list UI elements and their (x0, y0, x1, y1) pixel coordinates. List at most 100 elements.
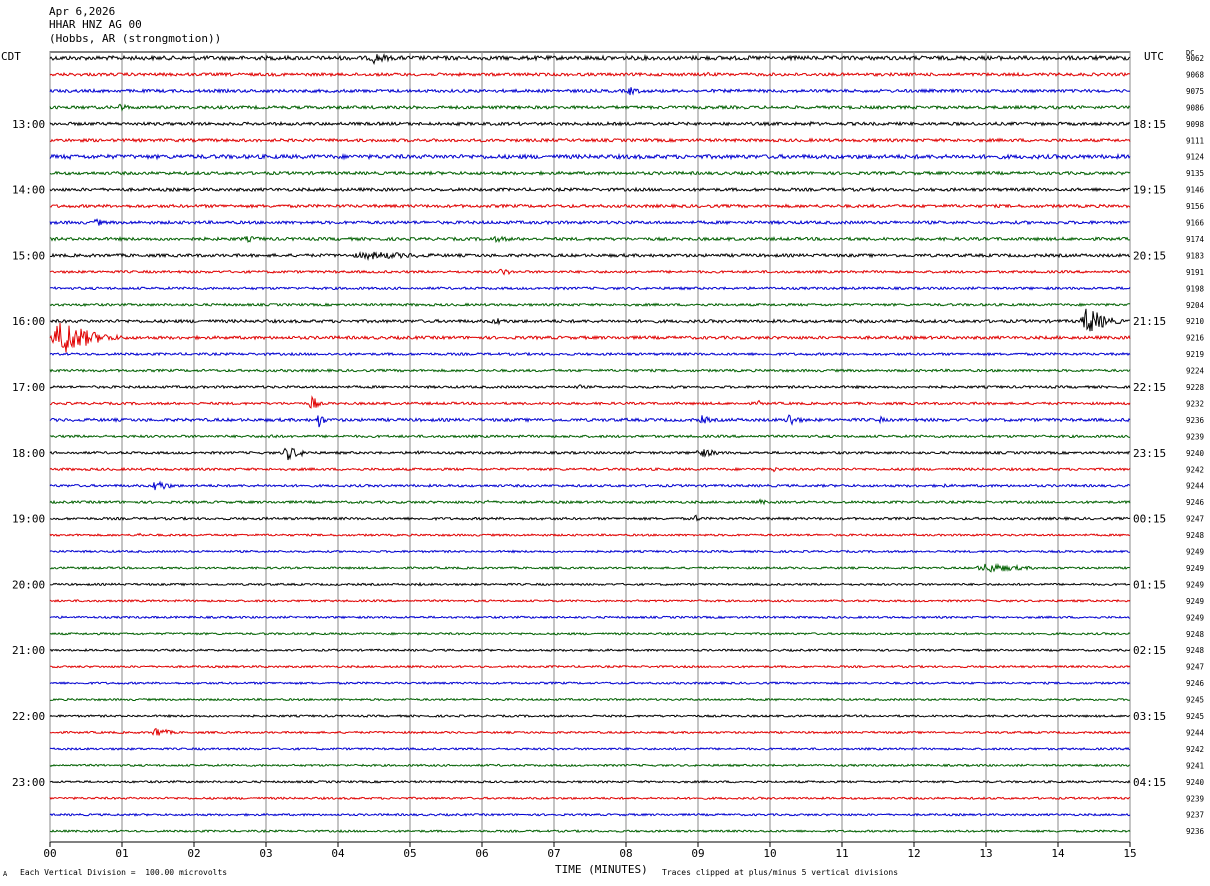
seismic-trace (49, 250, 1131, 262)
x-tick-label: 14 (1051, 847, 1065, 860)
dc-offset-value: 9232 (1186, 399, 1204, 408)
seismic-trace (49, 763, 1131, 768)
utc-hour-label: 19:15 (1133, 184, 1166, 197)
seismic-trace (49, 52, 1131, 65)
x-tick-label: 06 (475, 847, 488, 860)
dc-offset-value: 9248 (1186, 531, 1205, 540)
seismic-trace (49, 498, 1131, 506)
dc-offset-value: 9111 (1186, 136, 1204, 145)
dc-offset-value: 9124 (1186, 153, 1205, 162)
utc-hour-label: 23:15 (1133, 447, 1166, 460)
seismic-trace (49, 302, 1131, 308)
utc-hour-label: 21:15 (1133, 315, 1166, 328)
seismic-trace (49, 152, 1131, 161)
dc-offset-value: 9224 (1186, 367, 1205, 376)
seismic-trace (49, 598, 1131, 603)
seismic-trace (49, 87, 1131, 96)
dc-offset-value: 9062 (1186, 54, 1204, 63)
utc-hour-label: 18:15 (1133, 118, 1166, 131)
seismic-trace (49, 203, 1131, 210)
cdt-hour-label: 18:00 (12, 447, 45, 460)
dc-offset-value: 9191 (1186, 268, 1204, 277)
seismic-trace (49, 648, 1131, 653)
dc-offset-value: 9244 (1186, 482, 1205, 491)
seismic-trace (49, 713, 1131, 719)
dc-offset-value: 9156 (1186, 202, 1205, 211)
x-tick-label: 03 (259, 847, 272, 860)
seismic-trace (49, 829, 1131, 834)
dc-offset-value: 9075 (1186, 87, 1204, 96)
dc-offset-value: 9246 (1186, 679, 1205, 688)
dc-offset-value: 9248 (1186, 630, 1205, 639)
x-tick-label: 07 (547, 847, 560, 860)
dc-offset-value: 9249 (1186, 564, 1204, 573)
dc-offset-value: 9239 (1186, 432, 1204, 441)
seismic-trace (49, 681, 1131, 686)
x-tick-label: 02 (187, 847, 200, 860)
seismic-trace (49, 434, 1131, 439)
utc-hour-label: 22:15 (1133, 381, 1166, 394)
seismic-trace (49, 368, 1131, 373)
seismic-trace (49, 563, 1130, 573)
cdt-hour-label: 22:00 (12, 710, 45, 723)
x-tick-label: 11 (835, 847, 848, 860)
dc-offset-value: 9239 (1186, 794, 1204, 803)
dc-offset-value: 9244 (1186, 728, 1205, 737)
dc-offset-value: 9242 (1186, 465, 1204, 474)
dc-offset-value: 9240 (1186, 778, 1205, 787)
cdt-hour-label: 17:00 (12, 381, 45, 394)
dc-offset-value: 9146 (1186, 186, 1205, 195)
utc-hour-label: 04:15 (1133, 776, 1166, 789)
x-tick-label: 15 (1123, 847, 1136, 860)
dc-offset-value: 9228 (1186, 383, 1205, 392)
cdt-hour-label: 23:00 (12, 776, 45, 789)
seismic-trace (49, 235, 1131, 244)
x-tick-label: 01 (115, 847, 128, 860)
dc-offset-value: 9237 (1186, 811, 1204, 820)
dc-offset-value: 9249 (1186, 613, 1204, 622)
dc-offset-value: 9242 (1186, 745, 1204, 754)
dc-offset-value: 9166 (1186, 219, 1205, 228)
utc-hour-label: 03:15 (1133, 710, 1166, 723)
dc-offset-value: 9236 (1186, 416, 1205, 425)
cdt-hour-label: 16:00 (12, 315, 45, 328)
dc-offset-value: 9248 (1186, 646, 1205, 655)
seismic-trace (49, 170, 1131, 177)
dc-offset-value: 9174 (1186, 235, 1205, 244)
seismic-trace (49, 514, 1131, 522)
dc-offset-value: 9241 (1186, 761, 1204, 770)
dc-offset-value: 9086 (1186, 103, 1205, 112)
seismic-trace (49, 812, 1131, 817)
seismic-trace (49, 103, 1131, 112)
utc-hour-label: 20:15 (1133, 249, 1166, 262)
scale-note: Each Vertical Division = 100.00 microvol… (20, 868, 228, 877)
cdt-hour-label: 14:00 (12, 184, 45, 197)
x-axis-title: TIME (MINUTES) (555, 863, 648, 876)
utc-hour-label: 01:15 (1133, 578, 1166, 591)
dc-offset-value: 9135 (1186, 169, 1204, 178)
left-timezone-label: CDT (1, 50, 21, 63)
seismic-trace (49, 322, 1131, 353)
seismic-trace (49, 697, 1131, 702)
seismic-trace (49, 308, 1131, 332)
dc-offset-value: 9247 (1186, 515, 1204, 524)
x-tick-label: 08 (619, 847, 632, 860)
dc-offset-value: 9249 (1186, 548, 1204, 557)
cdt-hour-label: 21:00 (12, 644, 45, 657)
seismic-trace (49, 615, 1131, 620)
dc-offset-value: 9249 (1186, 597, 1204, 606)
plot-date: Apr 6,2026 (49, 5, 116, 18)
dc-offset-value: 9068 (1186, 70, 1205, 79)
dc-offset-value: 9245 (1186, 712, 1204, 721)
seismic-trace (49, 727, 1131, 736)
x-tick-label: 05 (403, 847, 416, 860)
x-tick-label: 09 (691, 847, 704, 860)
dc-offset-value: 9240 (1186, 449, 1205, 458)
x-tick-label: 00 (43, 847, 56, 860)
seismic-trace (49, 796, 1131, 801)
station-location: (Hobbs, AR (strongmotion)) (49, 32, 222, 45)
x-tick-label: 13 (979, 847, 992, 860)
station-code: HHAR HNZ AG 00 (49, 18, 142, 31)
seismic-trace (49, 351, 1131, 357)
cdt-hour-label: 19:00 (12, 513, 45, 526)
